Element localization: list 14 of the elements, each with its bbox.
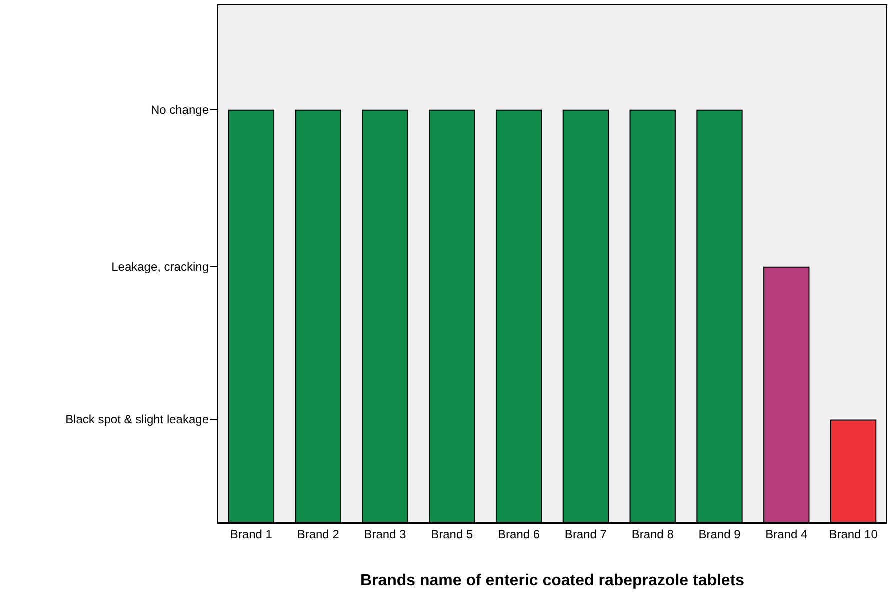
x-tick-label: Brand 1: [230, 528, 273, 542]
x-axis-title: Brands name of enteric coated rabeprazole tablets: [360, 572, 745, 590]
x-tick-label: Brand 4: [766, 528, 808, 542]
x-tick-label: Brand 7: [564, 528, 608, 542]
x-tick-label: Brand 5: [431, 528, 474, 542]
text: Black spot & slight leakage: [66, 412, 210, 427]
x-tick-label: Brand 2: [297, 528, 340, 542]
x-tick-label: Brand 3: [364, 528, 407, 542]
x-tick-label: Brand 10: [829, 528, 878, 542]
text: Leakage, cracking: [112, 260, 209, 274]
x-tick-label: Brand 9: [698, 528, 742, 542]
x-tick-label: Brand 6: [498, 528, 540, 542]
text: No change: [150, 102, 210, 117]
x-tick-label: Brand 8: [632, 528, 674, 542]
